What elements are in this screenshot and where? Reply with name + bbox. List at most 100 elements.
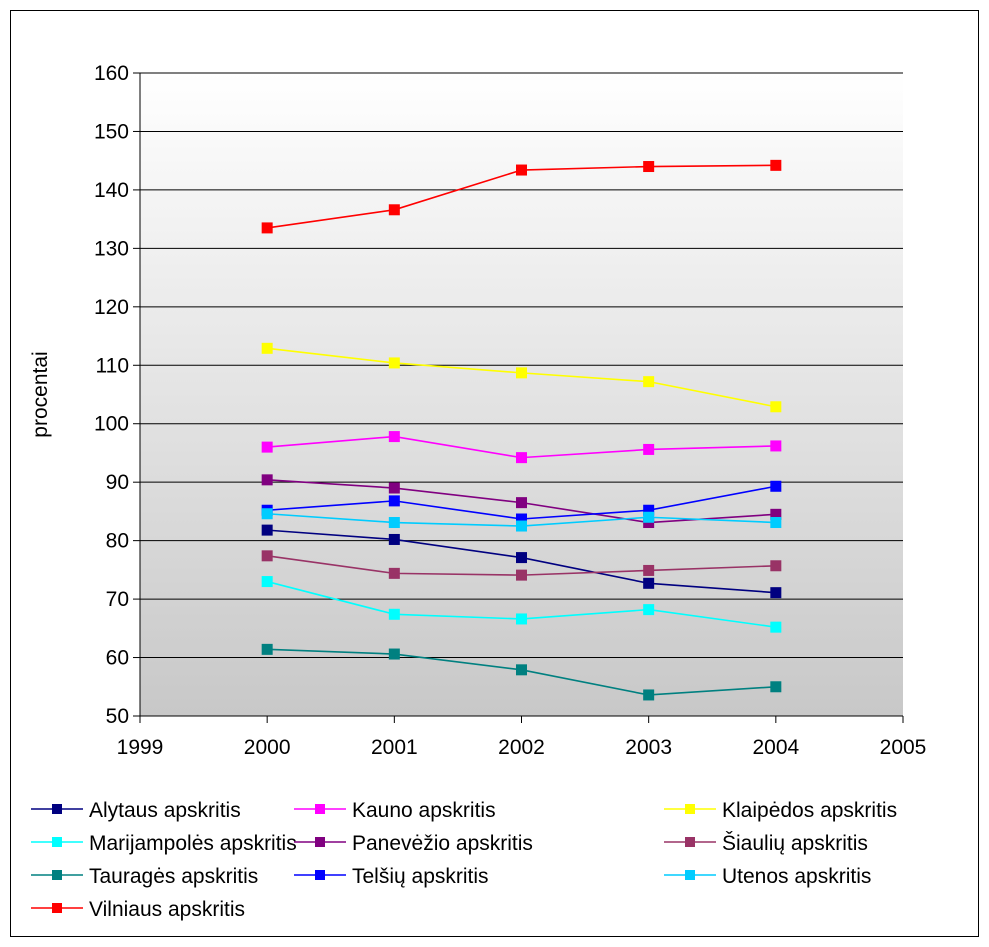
y-tick-label: 90: [106, 471, 129, 494]
x-tick-label: 2000: [244, 736, 291, 759]
series-group: [261, 342, 782, 413]
legend-label: Alytaus apskritis: [89, 799, 241, 822]
x-tick-label: 2001: [371, 736, 418, 759]
legend-marker: [52, 870, 62, 880]
legend-item: Telšių apskritis: [294, 865, 489, 888]
y-tick-label: 130: [94, 237, 129, 260]
series-group: [261, 524, 782, 599]
data-point: [516, 497, 527, 509]
x-tick-label: 2003: [625, 736, 672, 759]
y-tick-label: 60: [106, 647, 129, 670]
legend-item: Marijampolės apskritis: [31, 832, 297, 855]
data-point: [516, 613, 527, 625]
data-point: [516, 367, 527, 379]
data-point: [643, 376, 655, 388]
legend-marker: [52, 804, 62, 814]
legend-label: Klaipėdos apskritis: [722, 799, 897, 822]
y-tick-label: 110: [96, 354, 129, 377]
line-chart: 50 60 70 80 90 100 110 120 130 140 150 160 1999 2000 2…: [29, 62, 926, 921]
data-point: [516, 520, 527, 532]
legend-label: Panevėžio apskritis: [352, 832, 533, 855]
data-point: [770, 480, 782, 492]
y-tick-label: 140: [94, 179, 129, 202]
y-axis-title: procentai: [29, 351, 52, 437]
data-point: [261, 550, 273, 562]
data-point: [388, 517, 400, 529]
data-point: [388, 482, 400, 494]
y-tick-label: 80: [106, 530, 129, 553]
data-point: [770, 621, 782, 633]
data-point: [770, 560, 782, 572]
data-point: [388, 608, 400, 620]
legend-marker: [685, 837, 695, 847]
data-point: [643, 511, 655, 523]
y-tick-label: 70: [106, 588, 129, 611]
series-group: [261, 643, 782, 701]
x-tick-label: 1999: [117, 736, 164, 759]
y-tick-label: 50: [106, 705, 129, 728]
legend-label: Kauno apskritis: [352, 799, 496, 822]
x-tick-label: 2002: [498, 736, 545, 759]
data-point: [261, 524, 273, 536]
chart-frame: 50 60 70 80 90 100 110 120 130 140 150 160 1999 2000 2…: [10, 10, 979, 937]
legend-item: Tauragės apskritis: [31, 865, 258, 888]
data-point: [261, 474, 273, 486]
legend-marker: [315, 870, 325, 880]
data-point: [516, 552, 527, 564]
data-point: [516, 452, 527, 464]
legend-label: Šiaulių apskritis: [722, 832, 868, 855]
data-point: [516, 164, 527, 176]
data-point: [388, 431, 400, 443]
x-tick-label: 2005: [880, 736, 927, 759]
legend-marker: [685, 804, 695, 814]
series-group: [261, 431, 782, 464]
series-group: [261, 508, 782, 532]
x-tick-label: 2004: [752, 736, 799, 759]
data-point: [770, 517, 782, 529]
legend-marker: [315, 837, 325, 847]
y-tick-label: 120: [94, 296, 129, 319]
data-point: [643, 604, 655, 616]
gridlines: [140, 72, 903, 659]
legend: Alytaus apskritis Kauno apskritis Klaipėdo…: [31, 799, 897, 921]
data-point: [388, 648, 400, 660]
data-point: [261, 222, 273, 234]
data-point: [388, 533, 400, 545]
data-point: [643, 161, 655, 173]
legend-item: Vilniaus apskritis: [31, 898, 245, 921]
legend-item: Utenos apskritis: [664, 865, 871, 888]
legend-item: Klaipėdos apskritis: [664, 799, 897, 822]
data-point: [261, 342, 273, 354]
plot-area: [140, 73, 903, 716]
legend-marker: [315, 804, 325, 814]
data-point: [516, 569, 527, 581]
legend-marker: [52, 837, 62, 847]
series: [261, 159, 782, 701]
data-point: [643, 564, 655, 576]
data-point: [770, 681, 782, 693]
data-point: [261, 508, 273, 520]
data-point: [770, 587, 782, 599]
series-group: [261, 159, 782, 234]
legend-label: Telšių apskritis: [352, 865, 489, 888]
y-tick-label: 160: [94, 62, 129, 85]
data-point: [261, 576, 273, 588]
legend-label: Vilniaus apskritis: [89, 898, 245, 921]
legend-item: Šiaulių apskritis: [664, 832, 868, 855]
data-point: [388, 357, 400, 369]
data-point: [388, 204, 400, 216]
data-point: [770, 440, 782, 452]
data-point: [261, 441, 273, 453]
axes: 50 60 70 80 90 100 110 120 130 140 150 160 1999 2000 2…: [94, 62, 926, 759]
data-point: [770, 159, 782, 171]
series-group: [261, 550, 782, 581]
legend-label: Marijampolės apskritis: [89, 832, 297, 855]
series-group: [261, 576, 782, 633]
data-point: [643, 443, 655, 455]
legend-item: Alytaus apskritis: [31, 799, 241, 822]
y-tick-label: 150: [94, 120, 129, 143]
data-point: [516, 664, 527, 676]
legend-label: Tauragės apskritis: [89, 865, 258, 888]
data-point: [643, 689, 655, 701]
legend-item: Panevėžio apskritis: [294, 832, 533, 855]
